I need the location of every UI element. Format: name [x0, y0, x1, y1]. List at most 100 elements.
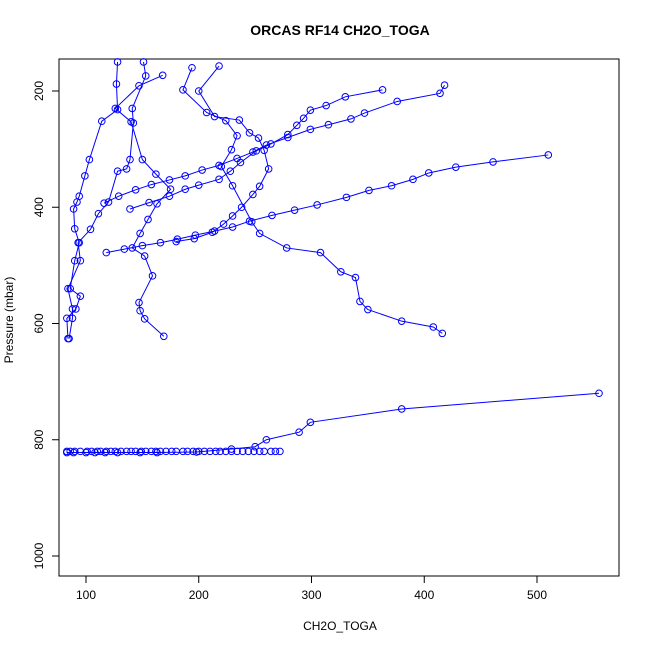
data-point: [255, 447, 264, 456]
data-point: [341, 93, 350, 101]
data-point: [337, 267, 345, 276]
data-point: [489, 158, 497, 166]
data-point: [144, 215, 152, 224]
data-point: [66, 284, 75, 293]
data-point: [63, 314, 71, 323]
data-point: [167, 447, 176, 456]
data-point: [165, 176, 174, 184]
data-point: [306, 106, 315, 114]
data-point: [351, 273, 360, 282]
data-point: [120, 245, 129, 253]
data-point: [101, 448, 109, 457]
data-point: [152, 170, 160, 178]
data-point: [172, 447, 180, 456]
data-point: [191, 231, 200, 239]
y-tick-label: 800: [32, 429, 46, 449]
data-point: [94, 209, 103, 218]
data-point: [152, 447, 160, 456]
data-point: [228, 212, 237, 220]
data-point: [107, 447, 115, 456]
data-point: [75, 238, 84, 247]
data-point: [166, 185, 175, 194]
data-point: [100, 199, 108, 207]
data-point: [63, 447, 71, 456]
data-point: [179, 447, 187, 456]
data-point: [365, 186, 373, 195]
data-point: [260, 447, 268, 456]
data-point: [127, 447, 135, 456]
data-point: [452, 163, 460, 171]
data-point: [190, 234, 199, 243]
data-point: [86, 225, 95, 234]
series-lines: [66, 61, 600, 454]
data-point: [70, 224, 79, 233]
data-point: [290, 206, 299, 214]
data-point: [183, 447, 192, 456]
y-axis-label: Pressure (mbar): [2, 277, 16, 364]
data-point: [126, 205, 134, 213]
x-tick-label: 500: [527, 588, 547, 602]
x-tick-label: 200: [189, 588, 209, 602]
data-point: [215, 175, 223, 184]
series-line: [182, 67, 443, 334]
data-point: [113, 58, 122, 66]
y-tick-label: 600: [32, 313, 46, 333]
y-axis: 200 400 600 800 1000: [32, 81, 59, 569]
series-line: [66, 61, 119, 339]
data-point: [255, 229, 264, 238]
data-point: [438, 329, 447, 338]
data-point: [140, 315, 149, 323]
data-point: [111, 447, 120, 456]
data-point: [397, 317, 406, 325]
data-point: [136, 306, 144, 315]
x-axis-label: CH2O_TOGA: [303, 619, 377, 633]
data-point: [235, 116, 244, 124]
data-point: [215, 161, 223, 170]
data-point: [267, 447, 275, 456]
data-point: [238, 447, 247, 456]
x-tick-label: 100: [76, 588, 96, 602]
data-point: [72, 305, 80, 313]
data-point: [233, 154, 241, 163]
data-point: [544, 151, 553, 159]
data-point: [387, 181, 396, 190]
data-point: [73, 198, 81, 206]
data-point: [299, 114, 308, 123]
data-point: [111, 104, 120, 113]
data-point: [141, 72, 150, 80]
data-point: [267, 140, 275, 148]
data-point: [194, 181, 203, 189]
data-point: [356, 297, 364, 306]
series-points: [63, 58, 603, 457]
data-point: [82, 448, 90, 457]
data-point: [76, 292, 85, 300]
data-point: [222, 116, 230, 125]
data-point: [322, 101, 330, 110]
data-point: [148, 272, 157, 280]
data-point: [198, 166, 206, 174]
data-point: [271, 447, 280, 456]
data-point: [126, 155, 134, 164]
data-point: [70, 256, 79, 265]
data-point: [228, 181, 237, 190]
data-point: [128, 104, 137, 113]
data-point: [429, 323, 438, 331]
data-point: [347, 115, 355, 123]
data-point: [324, 120, 333, 129]
data-point: [153, 448, 161, 457]
data-point: [233, 131, 241, 140]
data-point: [249, 190, 257, 199]
data-point: [162, 447, 170, 456]
data-point: [228, 223, 237, 231]
data-point: [211, 447, 220, 456]
data-point: [227, 447, 236, 456]
data-point: [141, 447, 150, 456]
data-point: [165, 192, 174, 201]
series-line: [114, 74, 172, 337]
data-point: [137, 447, 146, 456]
data-point: [104, 198, 113, 206]
data-point: [342, 193, 351, 202]
data-point: [81, 172, 89, 180]
data-point: [66, 447, 75, 456]
data-point: [306, 125, 315, 134]
